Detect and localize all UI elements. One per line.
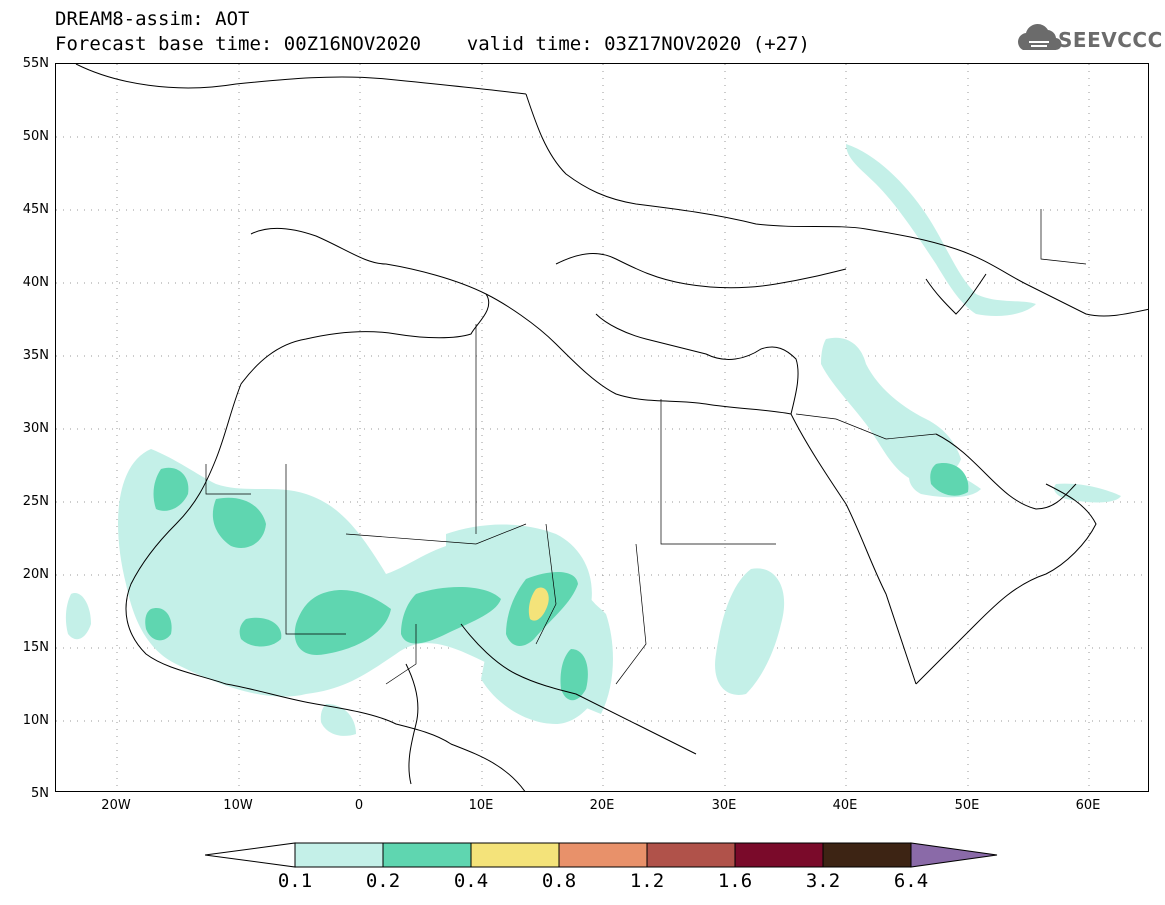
- lon-label: 20E: [589, 798, 615, 813]
- colorbar-cell: [646, 842, 736, 868]
- lon-label: 20W: [101, 798, 131, 813]
- colorbar-label: 0.4: [453, 870, 489, 892]
- colorbar-label: 6.4: [893, 870, 929, 892]
- colorbar-cell: [558, 842, 648, 868]
- colorbar-cell: [822, 842, 912, 868]
- lon-label: 40E: [832, 798, 858, 813]
- lat-label: 50N: [22, 129, 49, 144]
- lat-label: 40N: [22, 275, 49, 290]
- aot-shading-low: [65, 144, 1121, 736]
- lon-label: 30E: [711, 798, 737, 813]
- aot-shading-high: [528, 587, 549, 621]
- lat-label: 5N: [31, 786, 49, 801]
- colorbar-label: 1.2: [629, 870, 665, 892]
- colorbar-cell: [910, 842, 998, 868]
- colorbar-label: 0.2: [365, 870, 401, 892]
- map-canvas: [56, 64, 1148, 791]
- colorbar-cell: [470, 842, 560, 868]
- logo-text: SEEVCCC: [1058, 28, 1163, 52]
- lon-label: 0: [354, 798, 364, 813]
- lon-label: 10W: [223, 798, 253, 813]
- colorbar-cell: [382, 842, 472, 868]
- colorbar-cell: [734, 842, 824, 868]
- lon-label: 60E: [1075, 798, 1101, 813]
- colorbar-cell: [205, 842, 296, 868]
- lat-label: 15N: [22, 640, 49, 655]
- map-subtitle-times: Forecast base time: 00Z16NOV2020 valid t…: [55, 33, 810, 55]
- colorbar-label: 1.6: [717, 870, 753, 892]
- country-borders: [205, 209, 1087, 685]
- lat-label: 55N: [22, 56, 49, 71]
- lat-label: 30N: [22, 421, 49, 436]
- lat-label: 25N: [22, 494, 49, 509]
- map-title: DREAM8-assim: AOT: [55, 8, 250, 30]
- colorbar-label: 3.2: [805, 870, 841, 892]
- lon-label: 10E: [468, 798, 494, 813]
- lat-label: 45N: [22, 202, 49, 217]
- map-area: [55, 63, 1149, 792]
- coastlines: [75, 64, 1148, 791]
- lat-label: 10N: [22, 713, 49, 728]
- lat-label: 20N: [22, 567, 49, 582]
- colorbar-label: 0.8: [541, 870, 577, 892]
- aot-shading-mid: [145, 463, 969, 701]
- colorbar-cell: [294, 842, 384, 868]
- lat-label: 35N: [22, 348, 49, 363]
- colorbar-label: 0.1: [277, 870, 313, 892]
- lon-label: 50E: [954, 798, 980, 813]
- colorbar: [205, 842, 998, 868]
- cloud-icon: [1018, 24, 1062, 51]
